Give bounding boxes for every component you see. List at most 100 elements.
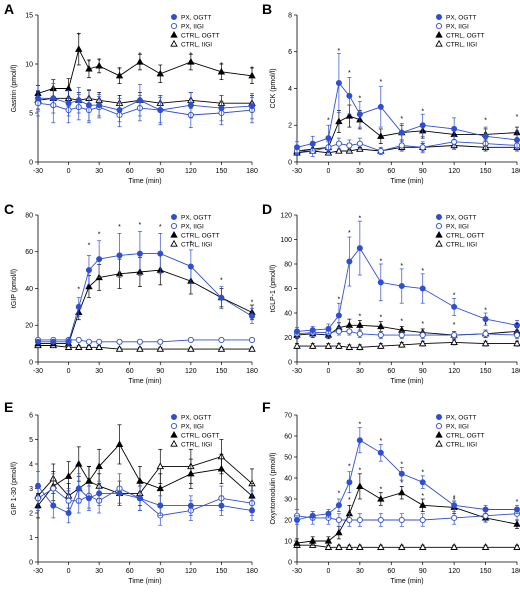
legend-marker xyxy=(435,413,442,420)
y-axis-label: CCK (pmol/l) xyxy=(270,68,277,108)
data-point xyxy=(217,67,226,75)
data-point xyxy=(156,69,164,77)
significance-star: * xyxy=(77,33,80,40)
data-point xyxy=(419,501,427,508)
x-tick-label: 180 xyxy=(511,368,520,375)
data-point xyxy=(356,245,363,252)
significance-star: * xyxy=(189,241,192,248)
legend-marker xyxy=(170,13,177,20)
data-point xyxy=(248,507,255,514)
significance-star: * xyxy=(348,230,351,237)
data-point xyxy=(75,97,82,104)
series-line xyxy=(296,485,518,544)
y-tick-label: 40 xyxy=(284,475,292,482)
significance-star: * xyxy=(358,313,361,320)
data-point xyxy=(398,516,405,524)
y-axis-label: Gastrin (pmol/l) xyxy=(11,65,18,113)
data-point xyxy=(85,282,93,290)
legend-marker xyxy=(435,30,443,38)
y-tick-label: 3 xyxy=(29,486,33,493)
data-point xyxy=(356,482,364,490)
significance-star: * xyxy=(421,268,424,275)
data-point xyxy=(419,479,426,486)
series-filled-circle xyxy=(35,231,255,346)
x-tick-label: 60 xyxy=(126,368,134,375)
x-tick-label: 180 xyxy=(511,568,520,575)
x-tick-label: 30 xyxy=(356,168,364,175)
legend-marker xyxy=(435,13,442,20)
significance-star: * xyxy=(338,48,341,55)
y-tick-label: 4 xyxy=(29,461,33,468)
x-tick-label: 30 xyxy=(95,568,103,575)
significance-star: * xyxy=(338,296,341,303)
data-point xyxy=(95,343,103,350)
y-tick-label: 8 xyxy=(288,12,292,19)
data-point xyxy=(309,512,316,519)
data-point xyxy=(513,332,520,339)
x-tick-label: 150 xyxy=(480,368,492,375)
legend-marker xyxy=(170,30,178,38)
data-point xyxy=(187,502,194,509)
y-tick-label: 6 xyxy=(29,412,33,419)
significance-star: * xyxy=(516,322,519,329)
data-point xyxy=(293,539,301,546)
x-tick-label: -30 xyxy=(292,368,302,375)
x-tick-label: 60 xyxy=(126,168,134,175)
significance-star: * xyxy=(220,62,223,69)
x-tick-label: -30 xyxy=(33,568,43,575)
y-tick-label: 0 xyxy=(29,359,33,366)
x-tick-label: 180 xyxy=(246,168,258,175)
data-point xyxy=(419,516,426,524)
x-tick-label: 90 xyxy=(419,368,427,375)
x-axis-label: Time (min) xyxy=(128,578,161,585)
data-point xyxy=(187,345,195,352)
y-tick-label: 0 xyxy=(288,559,292,566)
y-tick-label: 20 xyxy=(25,323,33,330)
panel-letter: F xyxy=(262,399,271,415)
x-tick-label: 90 xyxy=(419,168,427,175)
data-point xyxy=(335,328,342,335)
data-point xyxy=(377,449,384,456)
significance-star: * xyxy=(379,315,382,322)
data-point xyxy=(418,339,427,347)
y-tick-label: 60 xyxy=(25,249,33,256)
legend-marker xyxy=(170,439,178,447)
significance-star: * xyxy=(88,59,91,66)
data-point xyxy=(309,536,317,544)
data-point xyxy=(293,517,300,524)
data-point xyxy=(85,338,93,345)
y-tick-label: 100 xyxy=(280,237,292,244)
significance-star: * xyxy=(348,497,351,504)
significance-star: * xyxy=(358,421,361,428)
legend-label: PX, OGTT xyxy=(446,14,476,21)
series-line xyxy=(37,456,253,497)
data-point xyxy=(96,102,103,109)
x-tick-label: 0 xyxy=(67,368,71,375)
data-point xyxy=(187,102,194,109)
x-tick-label: 120 xyxy=(448,168,460,175)
series-line xyxy=(296,145,517,154)
data-point xyxy=(345,343,354,350)
data-point xyxy=(95,61,103,69)
data-point xyxy=(481,543,490,550)
significance-star: * xyxy=(98,231,101,238)
legend-label: CTRL, OGTT xyxy=(181,32,220,39)
data-point xyxy=(514,506,520,513)
data-point xyxy=(187,336,194,344)
data-point xyxy=(156,462,165,470)
legend-marker xyxy=(170,430,178,438)
significance-star: * xyxy=(516,114,519,121)
data-point xyxy=(248,103,255,110)
data-point xyxy=(50,338,57,345)
data-point xyxy=(356,437,363,444)
y-tick-label: 0 xyxy=(29,559,33,566)
data-point xyxy=(96,490,103,497)
legend-label: PX, OGTT xyxy=(181,414,211,421)
data-point xyxy=(398,283,405,290)
series-open-triangle xyxy=(293,338,520,351)
data-point xyxy=(187,469,195,477)
significance-star: * xyxy=(118,67,121,74)
data-point xyxy=(377,147,384,155)
legend-marker xyxy=(435,239,443,247)
